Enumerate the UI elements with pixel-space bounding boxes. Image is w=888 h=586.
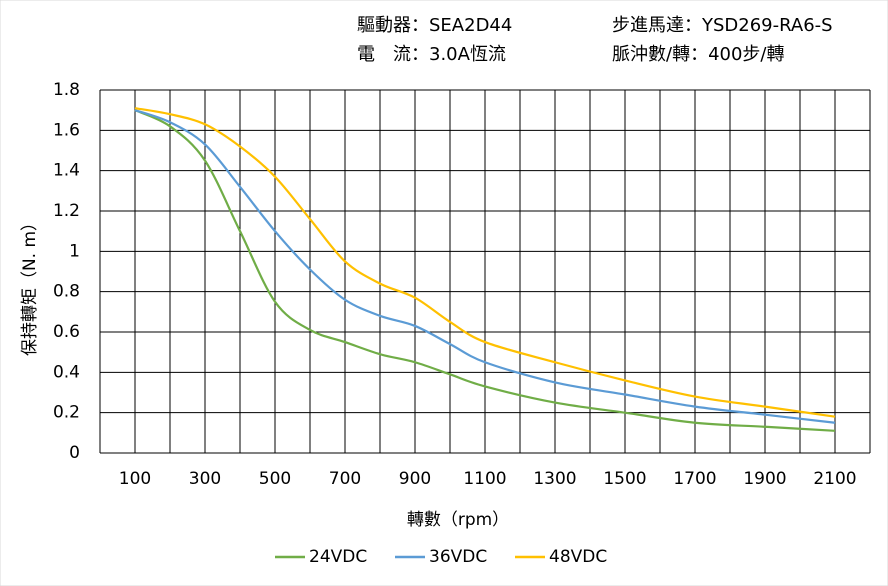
x-tick-label: 1300 [533,469,576,489]
y-axis-title: 保持轉矩（N. m） [20,214,40,356]
y-tick-label: 0 [69,443,80,463]
x-tick-label: 2100 [813,469,856,489]
x-tick-label: 1500 [603,469,646,489]
series-line [134,107,836,418]
x-tick-label: 500 [259,469,291,489]
header-text: 脈沖數/轉：400步/轉 [612,44,785,65]
y-tick-label: 0.6 [53,322,80,342]
y-tick-label: 1 [69,241,80,261]
legend-label: 48VDC [549,547,607,567]
series-line [134,109,836,432]
header-text: 電 流：3.0A恆流 [357,44,506,65]
y-tick-label: 1.6 [53,120,80,140]
x-tick-label: 1100 [463,469,506,489]
x-tick-label: 100 [119,469,151,489]
x-tick-label: 1700 [673,469,716,489]
y-tick-label: 0.2 [53,403,80,423]
y-tick-label: 0.4 [53,362,80,382]
x-tick-label: 1900 [743,469,786,489]
legend-label: 36VDC [429,547,487,567]
series-line [134,109,836,424]
x-axis-title: 轉數（rpm） [407,510,509,530]
y-tick-label: 1.8 [53,80,80,100]
header-text: 步進馬達：YSD269-RA6-S [612,15,833,36]
header-text: 驅動器：SEA2D44 [357,15,512,36]
x-tick-label: 900 [399,469,431,489]
y-tick-label: 1.4 [53,161,80,181]
y-tick-label: 0.8 [53,282,80,302]
y-tick-label: 1.2 [53,201,80,221]
x-tick-label: 300 [189,469,221,489]
legend-label: 24VDC [309,547,367,567]
x-tick-label: 700 [329,469,361,489]
